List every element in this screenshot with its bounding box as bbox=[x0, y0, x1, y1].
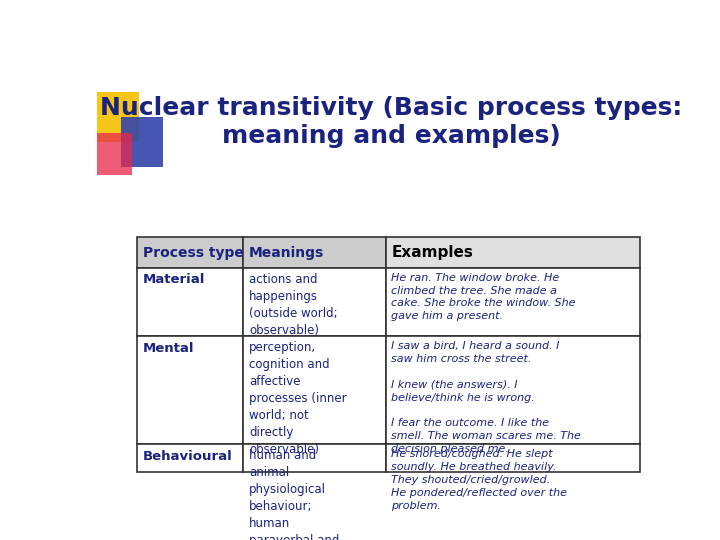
Text: Meanings: Meanings bbox=[249, 246, 324, 260]
Bar bbox=[121, 117, 163, 167]
Text: actions and
happenings
(outside world;
observable): actions and happenings (outside world; o… bbox=[249, 273, 338, 337]
Bar bbox=[243, 444, 386, 472]
Text: Behavioural: Behavioural bbox=[143, 450, 233, 463]
Text: Mental: Mental bbox=[143, 342, 194, 355]
Bar bbox=[243, 336, 386, 444]
Bar bbox=[138, 268, 243, 336]
Text: perception,
cognition and
affective
processes (inner
world; not
directly
observa: perception, cognition and affective proc… bbox=[249, 341, 346, 456]
Text: Material: Material bbox=[143, 273, 205, 286]
Text: He snored/coughed. He slept
soundly. He breathed heavily.
They shouted/cried/gro: He snored/coughed. He slept soundly. He … bbox=[392, 449, 567, 511]
Bar bbox=[243, 268, 386, 336]
Bar bbox=[138, 444, 243, 472]
Bar bbox=[386, 336, 639, 444]
Text: He ran. The window broke. He
climbed the tree. She made a
cake. She broke the wi: He ran. The window broke. He climbed the… bbox=[392, 273, 576, 321]
Bar bbox=[96, 92, 138, 141]
Bar bbox=[243, 238, 386, 268]
Bar bbox=[138, 336, 243, 444]
Text: human and
animal
physiological
behaviour;
human
paraverbal and
mental behaviour: human and animal physiological behaviour… bbox=[249, 449, 354, 540]
Bar bbox=[386, 268, 639, 336]
Text: Process type: Process type bbox=[143, 246, 244, 260]
Text: Examples: Examples bbox=[392, 245, 473, 260]
Text: I saw a bird, I heard a sound. I
saw him cross the street.

I knew (the answers): I saw a bird, I heard a sound. I saw him… bbox=[392, 341, 581, 454]
Text: meaning and examples): meaning and examples) bbox=[222, 124, 561, 148]
Bar bbox=[386, 444, 639, 472]
Bar bbox=[96, 133, 132, 175]
Text: Nuclear transitivity (Basic process types:: Nuclear transitivity (Basic process type… bbox=[100, 97, 683, 120]
Bar bbox=[138, 238, 243, 268]
Bar bbox=[386, 238, 639, 268]
